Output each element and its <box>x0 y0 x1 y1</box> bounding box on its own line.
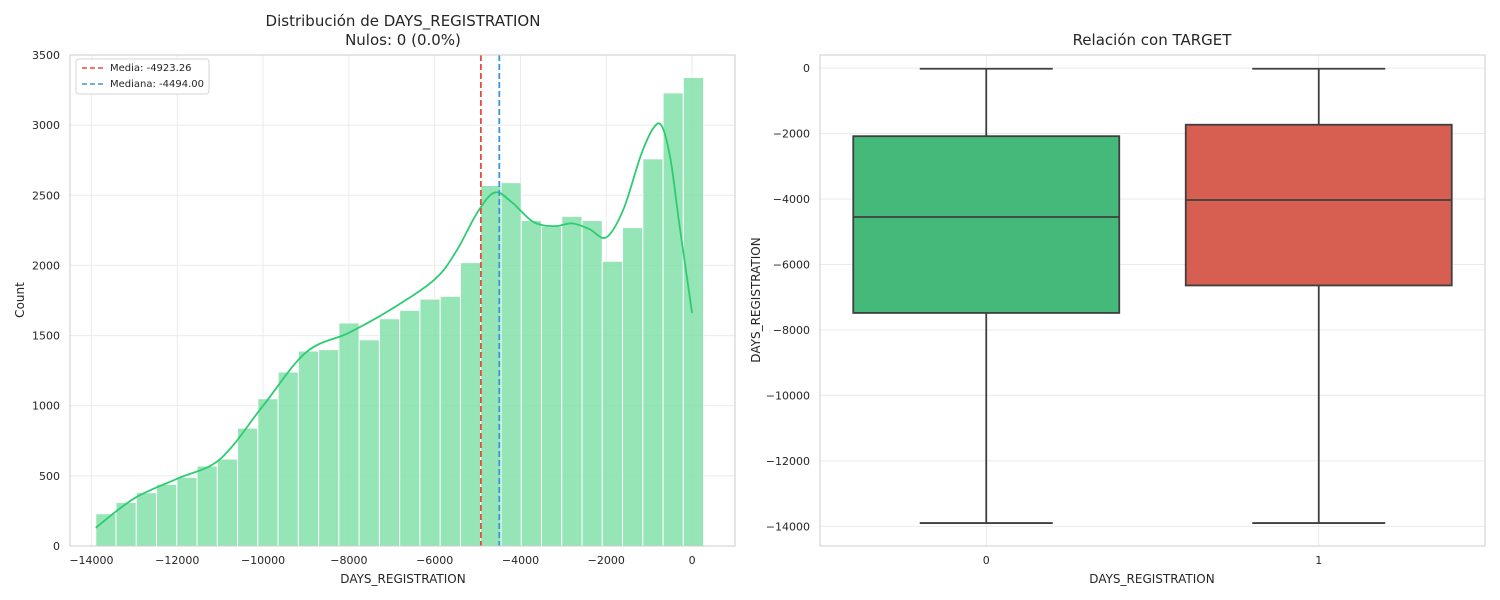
hist-bar-23 <box>561 215 583 547</box>
hist-bar-9 <box>277 371 299 547</box>
box-marks <box>852 67 1453 524</box>
hist-bar-5 <box>196 465 218 547</box>
box-ylabel: DAYS_REGISTRATION <box>749 237 763 362</box>
hist-bar-20 <box>500 182 522 547</box>
hist-xtick-7: 0 <box>689 554 696 567</box>
hist-bar-13 <box>358 339 380 547</box>
hist-bar-8 <box>257 398 279 547</box>
box-frame <box>819 54 1486 547</box>
hist-reference-lines <box>479 55 501 546</box>
hist-bar-26 <box>622 227 644 547</box>
hist-bar-24 <box>581 220 603 547</box>
legend-mean-label: Media: -4923.26 <box>110 63 192 74</box>
box-ytick-3: −6000 <box>773 258 810 271</box>
box-ytick-5: −10000 <box>766 389 810 402</box>
hist-xlabel: DAYS_REGISTRATION <box>340 572 465 586</box>
hist-ytick-5: 2500 <box>32 189 60 202</box>
hist-bar-11 <box>318 349 340 547</box>
hist-xtick-6: −2000 <box>588 554 625 567</box>
hist-bar-16 <box>419 298 441 547</box>
box-ytick-1: −2000 <box>773 128 810 141</box>
hist-bar-18 <box>459 262 482 547</box>
hist-bar-4 <box>176 476 198 547</box>
hist-xtick-5: −4000 <box>502 554 539 567</box>
box-xtick-1: 1 <box>1315 554 1322 567</box>
hist-ytick-7: 3500 <box>32 49 60 62</box>
box-ytick-7: −14000 <box>766 520 810 533</box>
hist-bar-27 <box>642 158 664 547</box>
hist-xtick-1: −12000 <box>155 554 199 567</box>
box-title: Relación con TARGET <box>1073 31 1233 49</box>
hist-x-ticks: −14000 −12000 −10000 −8000 −6000 −4000 −2000 0 <box>69 554 695 567</box>
hist-bar-14 <box>378 318 401 547</box>
box-ytick-2: −4000 <box>773 193 810 206</box>
hist-bar-7 <box>237 427 259 547</box>
hist-legend: Media: -4923.26 Mediana: -4494.00 <box>75 58 210 95</box>
hist-bar-12 <box>338 322 360 547</box>
hist-subtitle: Nulos: 0 (0.0%) <box>345 31 461 49</box>
hist-bars <box>95 76 705 547</box>
box-y-ticks: 0 −2000 −4000 −6000 −8000 −10000 −12000 −14000 <box>766 62 810 533</box>
hist-bar-28 <box>662 92 684 547</box>
box-ytick-6: −12000 <box>766 455 810 468</box>
hist-bar-15 <box>399 309 421 547</box>
hist-bar-2 <box>135 492 158 547</box>
hist-bar-6 <box>216 458 239 547</box>
box-body-0 <box>852 135 1121 314</box>
hist-xtick-4: −6000 <box>416 554 453 567</box>
hist-xtick-2: −10000 <box>241 554 285 567</box>
hist-kde-line <box>95 122 693 529</box>
hist-ytick-3: 1500 <box>32 330 60 343</box>
hist-bar-17 <box>439 295 461 547</box>
box-body-1 <box>1184 123 1453 287</box>
hist-bar-3 <box>156 483 178 547</box>
legend-box <box>75 58 210 95</box>
hist-bar-22 <box>541 225 563 547</box>
hist-ytick-6: 3000 <box>32 119 60 132</box>
histogram-chart: Distribución de DAYS_REGISTRATION Nulos:… <box>13 12 736 586</box>
hist-bar-29 <box>682 76 705 547</box>
hist-xtick-3: −8000 <box>330 554 367 567</box>
box-ytick-4: −8000 <box>773 324 810 337</box>
hist-bar-10 <box>297 350 320 547</box>
hist-frame <box>69 54 736 547</box>
box-ytick-0: 0 <box>803 62 810 75</box>
hist-bar-19 <box>480 184 502 547</box>
hist-y-ticks: 0 500 1000 1500 2000 2500 3000 3500 <box>32 49 60 553</box>
hist-ytick-1: 500 <box>39 470 60 483</box>
hist-ylabel: Count <box>13 282 27 318</box>
hist-ytick-0: 0 <box>53 540 60 553</box>
hist-bar-21 <box>520 220 543 547</box>
hist-ytick-2: 1000 <box>32 400 60 413</box>
hist-xtick-0: −14000 <box>69 554 113 567</box>
hist-bar-25 <box>601 260 624 547</box>
hist-ytick-4: 2000 <box>32 259 60 272</box>
hist-title: Distribución de DAYS_REGISTRATION <box>266 12 541 31</box>
box-xlabel: DAYS_REGISTRATION <box>1089 572 1214 586</box>
legend-median-label: Mediana: -4494.00 <box>110 79 204 90</box>
box-xtick-0: 0 <box>983 554 990 567</box>
